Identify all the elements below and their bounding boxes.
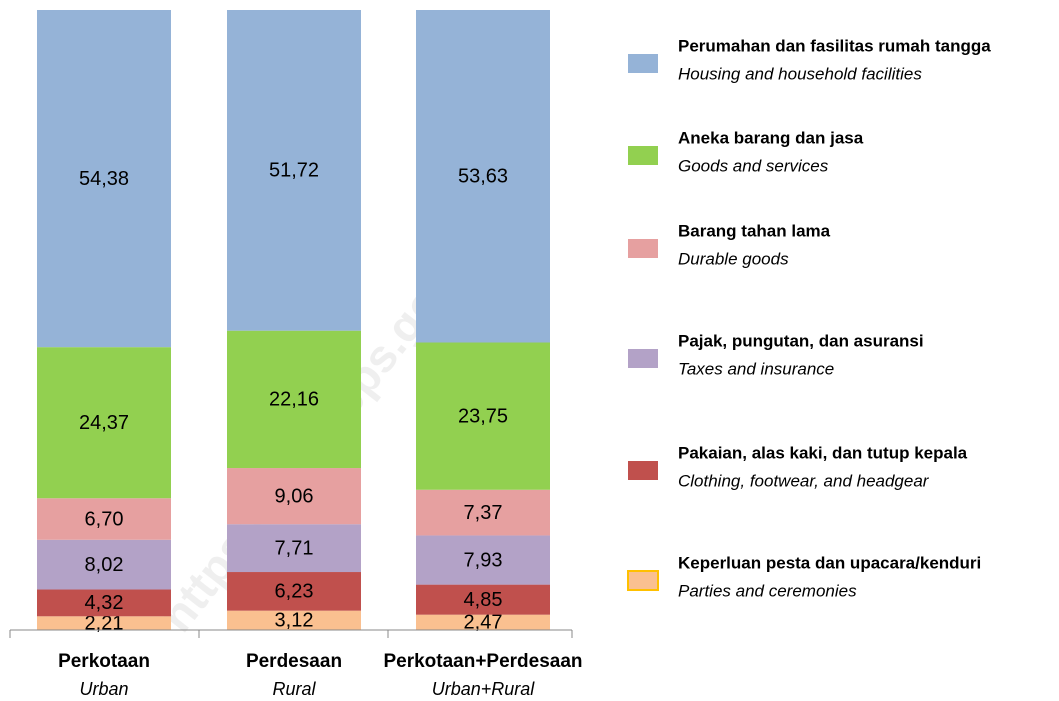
bar-segment xyxy=(37,539,171,590)
value-label: 53,63 xyxy=(458,166,508,188)
value-label: 7,93 xyxy=(464,549,503,571)
x-tick-label: Perkotaan xyxy=(58,651,150,672)
x-tick-label: Perdesaan xyxy=(246,651,342,672)
bar-segment xyxy=(416,584,550,615)
legend-label-en: Parties and ceremonies xyxy=(678,581,857,600)
x-tick-label-en: Urban xyxy=(79,679,128,699)
x-tick-label: Perkotaan+Perdesaan xyxy=(383,651,582,672)
legend-label: Perumahan dan fasilitas rumah tangga xyxy=(678,36,991,55)
bar-segment xyxy=(416,342,550,490)
bar-segment xyxy=(227,10,361,331)
bar-segment xyxy=(416,489,550,536)
bar-segment xyxy=(416,535,550,585)
legend-label: Pakaian, alas kaki, dan tutup kepala xyxy=(678,443,968,462)
bar-segment xyxy=(37,498,171,540)
value-label: 9,06 xyxy=(275,485,314,507)
bar-segment xyxy=(37,10,171,348)
legend-label-en: Clothing, footwear, and headgear xyxy=(678,471,930,490)
legend-label-en: Goods and services xyxy=(678,156,829,175)
value-label: 4,85 xyxy=(464,589,503,611)
x-tick-label-en: Urban+Rural xyxy=(432,679,536,699)
value-label: 22,16 xyxy=(269,389,319,411)
legend-swatch xyxy=(628,461,658,480)
bar-segment xyxy=(37,616,171,630)
value-label: 23,75 xyxy=(458,405,508,427)
legend-label: Barang tahan lama xyxy=(678,221,831,240)
value-label: 3,12 xyxy=(275,610,314,632)
value-label: 6,23 xyxy=(275,581,314,603)
legend-label-en: Durable goods xyxy=(678,249,789,268)
legend-label: Pajak, pungutan, dan asuransi xyxy=(678,331,924,350)
legend-label: Keperluan pesta dan upacara/kenduri xyxy=(678,553,981,572)
value-label: 24,37 xyxy=(79,412,129,434)
bar-segment xyxy=(227,610,361,630)
bar-segment xyxy=(227,468,361,525)
bar-segment xyxy=(416,614,550,630)
legend-swatch xyxy=(628,146,658,165)
value-label: 7,37 xyxy=(464,502,503,524)
legend-label: Aneka barang dan jasa xyxy=(678,128,864,147)
legend-label-en: Housing and household facilities xyxy=(678,64,922,83)
value-label: 51,72 xyxy=(269,160,319,182)
bar-segment xyxy=(37,347,171,499)
x-tick-label-en: Rural xyxy=(272,679,316,699)
value-label: 54,38 xyxy=(79,168,129,190)
value-label: 2,47 xyxy=(464,612,503,634)
legend-swatch xyxy=(628,349,658,368)
legend-swatch xyxy=(627,570,659,591)
bar-segment xyxy=(227,572,361,611)
legend-swatch xyxy=(628,239,658,258)
value-label: 2,21 xyxy=(85,612,124,634)
value-label: 6,70 xyxy=(85,508,124,530)
value-label: 4,32 xyxy=(85,592,124,614)
value-label: 7,71 xyxy=(275,537,314,559)
bar-segment xyxy=(227,524,361,573)
legend-label-en: Taxes and insurance xyxy=(678,359,834,378)
bar-segment xyxy=(37,589,171,617)
bar-segment xyxy=(227,330,361,469)
bar-segment xyxy=(416,10,550,343)
legend-swatch xyxy=(628,54,658,73)
value-label: 8,02 xyxy=(85,554,124,576)
